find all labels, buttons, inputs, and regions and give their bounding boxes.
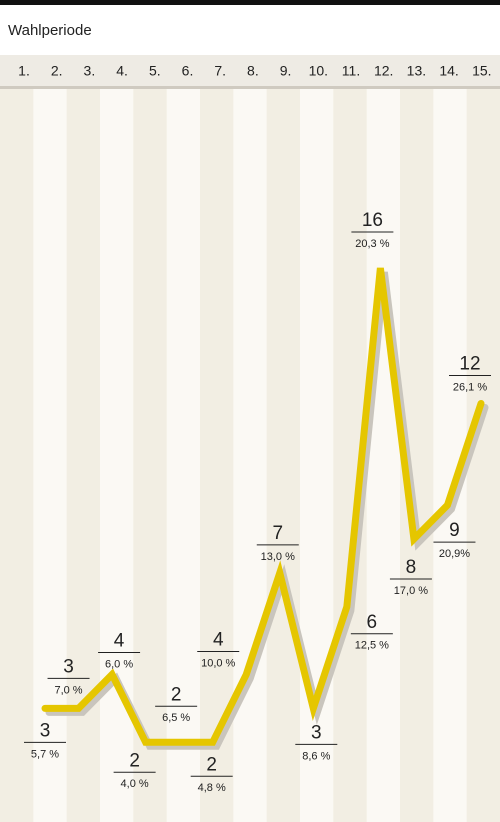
column-label: 12. [374, 63, 393, 79]
share-label: 6,5 % [162, 712, 190, 724]
column-stripe [266, 89, 301, 822]
column-label: 6. [182, 63, 194, 79]
column-label: 5. [149, 63, 161, 79]
chart-title: Wahlperiode [8, 22, 92, 39]
count-label: 16 [362, 210, 383, 231]
count-label: 6 [367, 612, 378, 633]
count-label: 2 [206, 754, 217, 775]
column-label: 7. [214, 63, 226, 79]
count-label: 2 [171, 684, 182, 705]
column-label: 14. [439, 63, 458, 79]
column-stripe [133, 89, 168, 822]
column-stripe [0, 89, 34, 822]
share-label: 4,0 % [121, 778, 149, 790]
count-label: 3 [63, 656, 74, 677]
share-label: 20,9% [439, 548, 470, 560]
column-label: 1. [18, 63, 30, 79]
count-label: 12 [459, 354, 480, 375]
count-label: 9 [449, 520, 460, 541]
column-label: 13. [407, 63, 426, 79]
share-label: 4,8 % [198, 782, 226, 794]
share-label: 6,0 % [105, 658, 133, 670]
share-label: 13,0 % [261, 551, 295, 563]
share-label: 12,5 % [355, 640, 389, 652]
share-label: 26,1 % [453, 381, 487, 393]
column-label: 9. [280, 63, 292, 79]
count-label: 3 [40, 720, 51, 741]
column-label: 15. [472, 63, 491, 79]
column-label: 8. [247, 63, 259, 79]
share-label: 5,7 % [31, 748, 59, 760]
header-band [0, 55, 500, 88]
share-label: 20,3 % [355, 238, 389, 250]
column-stripe [200, 89, 234, 822]
share-label: 8,6 % [302, 750, 330, 762]
column-label: 3. [84, 63, 96, 79]
top-rule [0, 0, 500, 5]
share-label: 17,0 % [394, 585, 428, 597]
column-stripe [233, 89, 268, 822]
column-label: 11. [342, 63, 360, 79]
column-stripe [166, 89, 201, 822]
column-label: 10. [309, 63, 328, 79]
data-line [41, 267, 485, 746]
column-label: 4. [116, 63, 128, 79]
count-label: 7 [272, 523, 283, 544]
count-label: 4 [114, 631, 125, 652]
column-stripe [366, 89, 401, 822]
count-label: 2 [129, 750, 140, 771]
share-label: 10,0 % [201, 657, 235, 669]
share-label: 7,0 % [54, 684, 82, 696]
count-label: 4 [213, 630, 224, 651]
count-label: 3 [311, 722, 322, 743]
column-stripe [33, 89, 68, 822]
column-label: 2. [51, 63, 63, 79]
header-rule [0, 86, 500, 89]
count-label: 8 [406, 557, 417, 578]
